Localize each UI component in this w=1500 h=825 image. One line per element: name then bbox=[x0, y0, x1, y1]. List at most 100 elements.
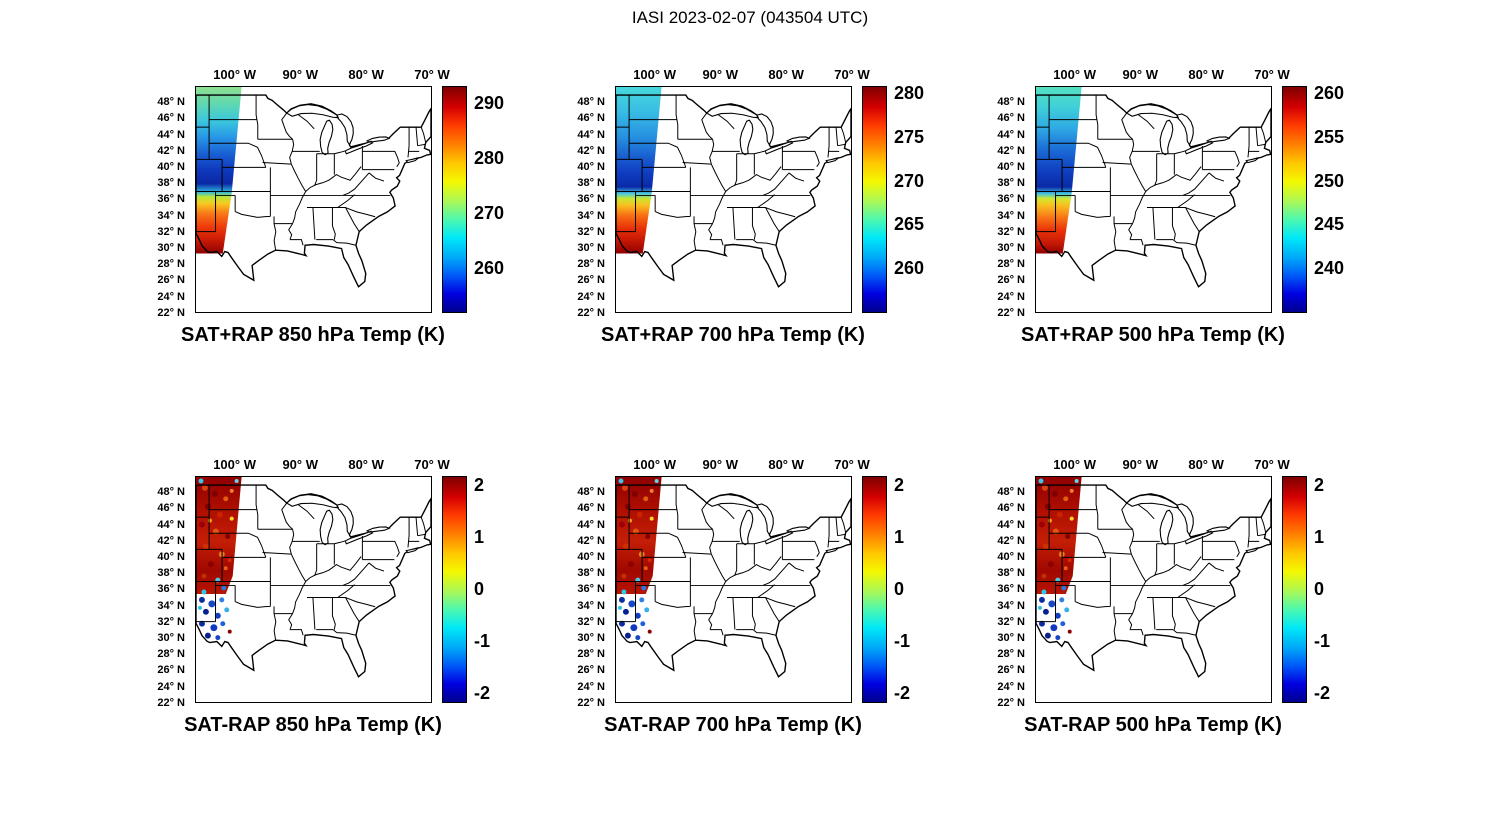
panel-title: SAT-RAP 500 hPa Temp (K) bbox=[1024, 714, 1282, 736]
map-canvas bbox=[615, 86, 852, 313]
lat-tick-label: 36° N bbox=[997, 583, 1025, 596]
lat-tick-label: 40° N bbox=[157, 160, 185, 173]
colorbar-tick-label: 0 bbox=[1314, 579, 1325, 599]
colorbar-tick-label: 255 bbox=[1314, 126, 1345, 147]
lon-tick-label: 100° W bbox=[1053, 67, 1096, 82]
lat-tick-label: 42° N bbox=[997, 144, 1025, 157]
lon-axis: 100° W 90° W 80° W 70° W bbox=[1035, 452, 1290, 474]
lon-tick-label: 80° W bbox=[768, 457, 804, 472]
lat-tick-label: 48° N bbox=[997, 96, 1025, 109]
lat-tick-label: 44° N bbox=[997, 128, 1025, 141]
lat-tick-label: 38° N bbox=[997, 567, 1025, 580]
map-svg bbox=[196, 87, 431, 288]
lat-tick-label: 30° N bbox=[577, 631, 605, 644]
lat-tick-label: 26° N bbox=[997, 274, 1025, 287]
lat-tick-label: 36° N bbox=[157, 193, 185, 206]
colorbar-tick-label: 265 bbox=[894, 214, 925, 235]
panel-title: SAT+RAP 700 hPa Temp (K) bbox=[601, 324, 865, 346]
lat-tick-label: 32° N bbox=[157, 615, 185, 628]
lat-axis: 48° N 46° N 44° N 42° N 40° N 38° N 36° N 34° N… bbox=[560, 94, 610, 321]
lat-tick-label: 40° N bbox=[997, 160, 1025, 173]
lat-tick-label: 42° N bbox=[997, 534, 1025, 547]
lat-axis: 48° N 46° N 44° N 42° N 40° N 38° N 36° N 34° N… bbox=[560, 484, 610, 711]
lat-tick-label: 24° N bbox=[157, 680, 185, 693]
lat-tick-label: 32° N bbox=[577, 225, 605, 238]
lon-tick-label: 90° W bbox=[702, 457, 738, 472]
lat-tick-label: 34° N bbox=[157, 599, 185, 612]
colorbar-tick-label: -1 bbox=[1314, 631, 1331, 651]
panel-sat-plus-rap-500: 100° W 90° W 80° W 70° W 48° N 46° N 44° N 42°… bbox=[980, 62, 1380, 362]
colorbar bbox=[862, 476, 887, 703]
lon-tick-label: 70° W bbox=[1254, 457, 1290, 472]
lat-tick-label: 24° N bbox=[157, 290, 185, 303]
colorbar-tick-label: 240 bbox=[1314, 258, 1345, 278]
lon-tick-label: 100° W bbox=[633, 457, 676, 472]
lon-tick-label: 90° W bbox=[282, 67, 318, 82]
lat-tick-label: 34° N bbox=[997, 599, 1025, 612]
lat-tick-label: 22° N bbox=[997, 696, 1025, 709]
map-svg bbox=[196, 477, 431, 678]
lat-tick-label: 32° N bbox=[157, 225, 185, 238]
lat-tick-label: 40° N bbox=[577, 160, 605, 173]
panel-title: SAT+RAP 850 hPa Temp (K) bbox=[181, 324, 445, 346]
panel-sat-plus-rap-850: 100° W 90° W 80° W 70° W 48° N 46° N 44° N 42°… bbox=[140, 62, 540, 362]
colorbar-tick-label: 280 bbox=[894, 83, 925, 103]
colorbar-tick-label: 2 bbox=[474, 475, 485, 495]
panel-sat-plus-rap-700: 100° W 90° W 80° W 70° W 48° N 46° N 44° N 42°… bbox=[560, 62, 960, 362]
lat-tick-label: 22° N bbox=[157, 306, 185, 319]
panel-title: SAT-RAP 700 hPa Temp (K) bbox=[604, 714, 862, 736]
lat-tick-label: 34° N bbox=[157, 209, 185, 222]
lat-tick-label: 38° N bbox=[157, 567, 185, 580]
lat-tick-label: 46° N bbox=[577, 112, 605, 125]
lon-tick-label: 80° W bbox=[1188, 67, 1224, 82]
lat-tick-label: 48° N bbox=[997, 486, 1025, 499]
lat-tick-label: 36° N bbox=[577, 193, 605, 206]
colorbar bbox=[1282, 86, 1307, 313]
colorbar-ticks: 2 1 0 -1 -2 bbox=[474, 476, 536, 702]
lon-tick-label: 80° W bbox=[348, 457, 384, 472]
colorbar-tick-label: 260 bbox=[1314, 83, 1345, 103]
lat-tick-label: 44° N bbox=[157, 128, 185, 141]
lon-tick-label: 70° W bbox=[834, 457, 870, 472]
lat-tick-label: 42° N bbox=[157, 534, 185, 547]
colorbar-tick-label: 2 bbox=[1314, 475, 1325, 495]
map-svg bbox=[616, 477, 851, 678]
map-canvas bbox=[1035, 476, 1272, 703]
lon-axis: 100° W 90° W 80° W 70° W bbox=[615, 62, 870, 84]
colorbar-ticks: 280 275 270 265 260 bbox=[894, 84, 956, 277]
lon-axis: 100° W 90° W 80° W 70° W bbox=[615, 452, 870, 474]
lon-axis: 100° W 90° W 80° W 70° W bbox=[195, 452, 450, 474]
lat-tick-label: 24° N bbox=[577, 680, 605, 693]
lat-tick-label: 32° N bbox=[997, 615, 1025, 628]
lon-tick-label: 100° W bbox=[213, 457, 256, 472]
colorbar-tick-label: 280 bbox=[474, 148, 505, 168]
colorbar-ticks: 2 1 0 -1 -2 bbox=[1314, 476, 1376, 702]
panel-sat-minus-rap-850: 100° W 90° W 80° W 70° W 48° N 46° N 44° N 42°… bbox=[140, 452, 540, 752]
lat-tick-label: 28° N bbox=[997, 648, 1025, 661]
colorbar-ticks: 290 280 270 260 bbox=[474, 94, 536, 277]
lat-tick-label: 36° N bbox=[577, 583, 605, 596]
lat-tick-label: 38° N bbox=[157, 177, 185, 190]
lat-tick-label: 22° N bbox=[577, 696, 605, 709]
colorbar-tick-label: 260 bbox=[474, 258, 505, 278]
lat-tick-label: 46° N bbox=[157, 502, 185, 515]
lat-tick-label: 24° N bbox=[997, 290, 1025, 303]
lat-tick-label: 44° N bbox=[157, 518, 185, 531]
lon-tick-label: 90° W bbox=[1122, 67, 1158, 82]
colorbar-tick-label: 1 bbox=[1314, 527, 1325, 547]
lat-tick-label: 28° N bbox=[577, 258, 605, 271]
lat-tick-label: 38° N bbox=[577, 567, 605, 580]
colorbar-tick-label: 270 bbox=[894, 170, 925, 191]
colorbar-tick-label: 275 bbox=[894, 126, 925, 147]
map-svg bbox=[1036, 87, 1271, 288]
lon-tick-label: 100° W bbox=[213, 67, 256, 82]
colorbar-tick-label: 2 bbox=[894, 475, 905, 495]
lat-tick-label: 24° N bbox=[997, 680, 1025, 693]
lat-tick-label: 30° N bbox=[577, 241, 605, 254]
colorbar-tick-label: 245 bbox=[1314, 214, 1345, 235]
colorbar-tick-label: 0 bbox=[894, 579, 905, 599]
lat-tick-label: 48° N bbox=[577, 96, 605, 109]
colorbar-tick-label: 260 bbox=[894, 258, 925, 278]
lat-tick-label: 32° N bbox=[997, 225, 1025, 238]
lat-tick-label: 44° N bbox=[577, 128, 605, 141]
